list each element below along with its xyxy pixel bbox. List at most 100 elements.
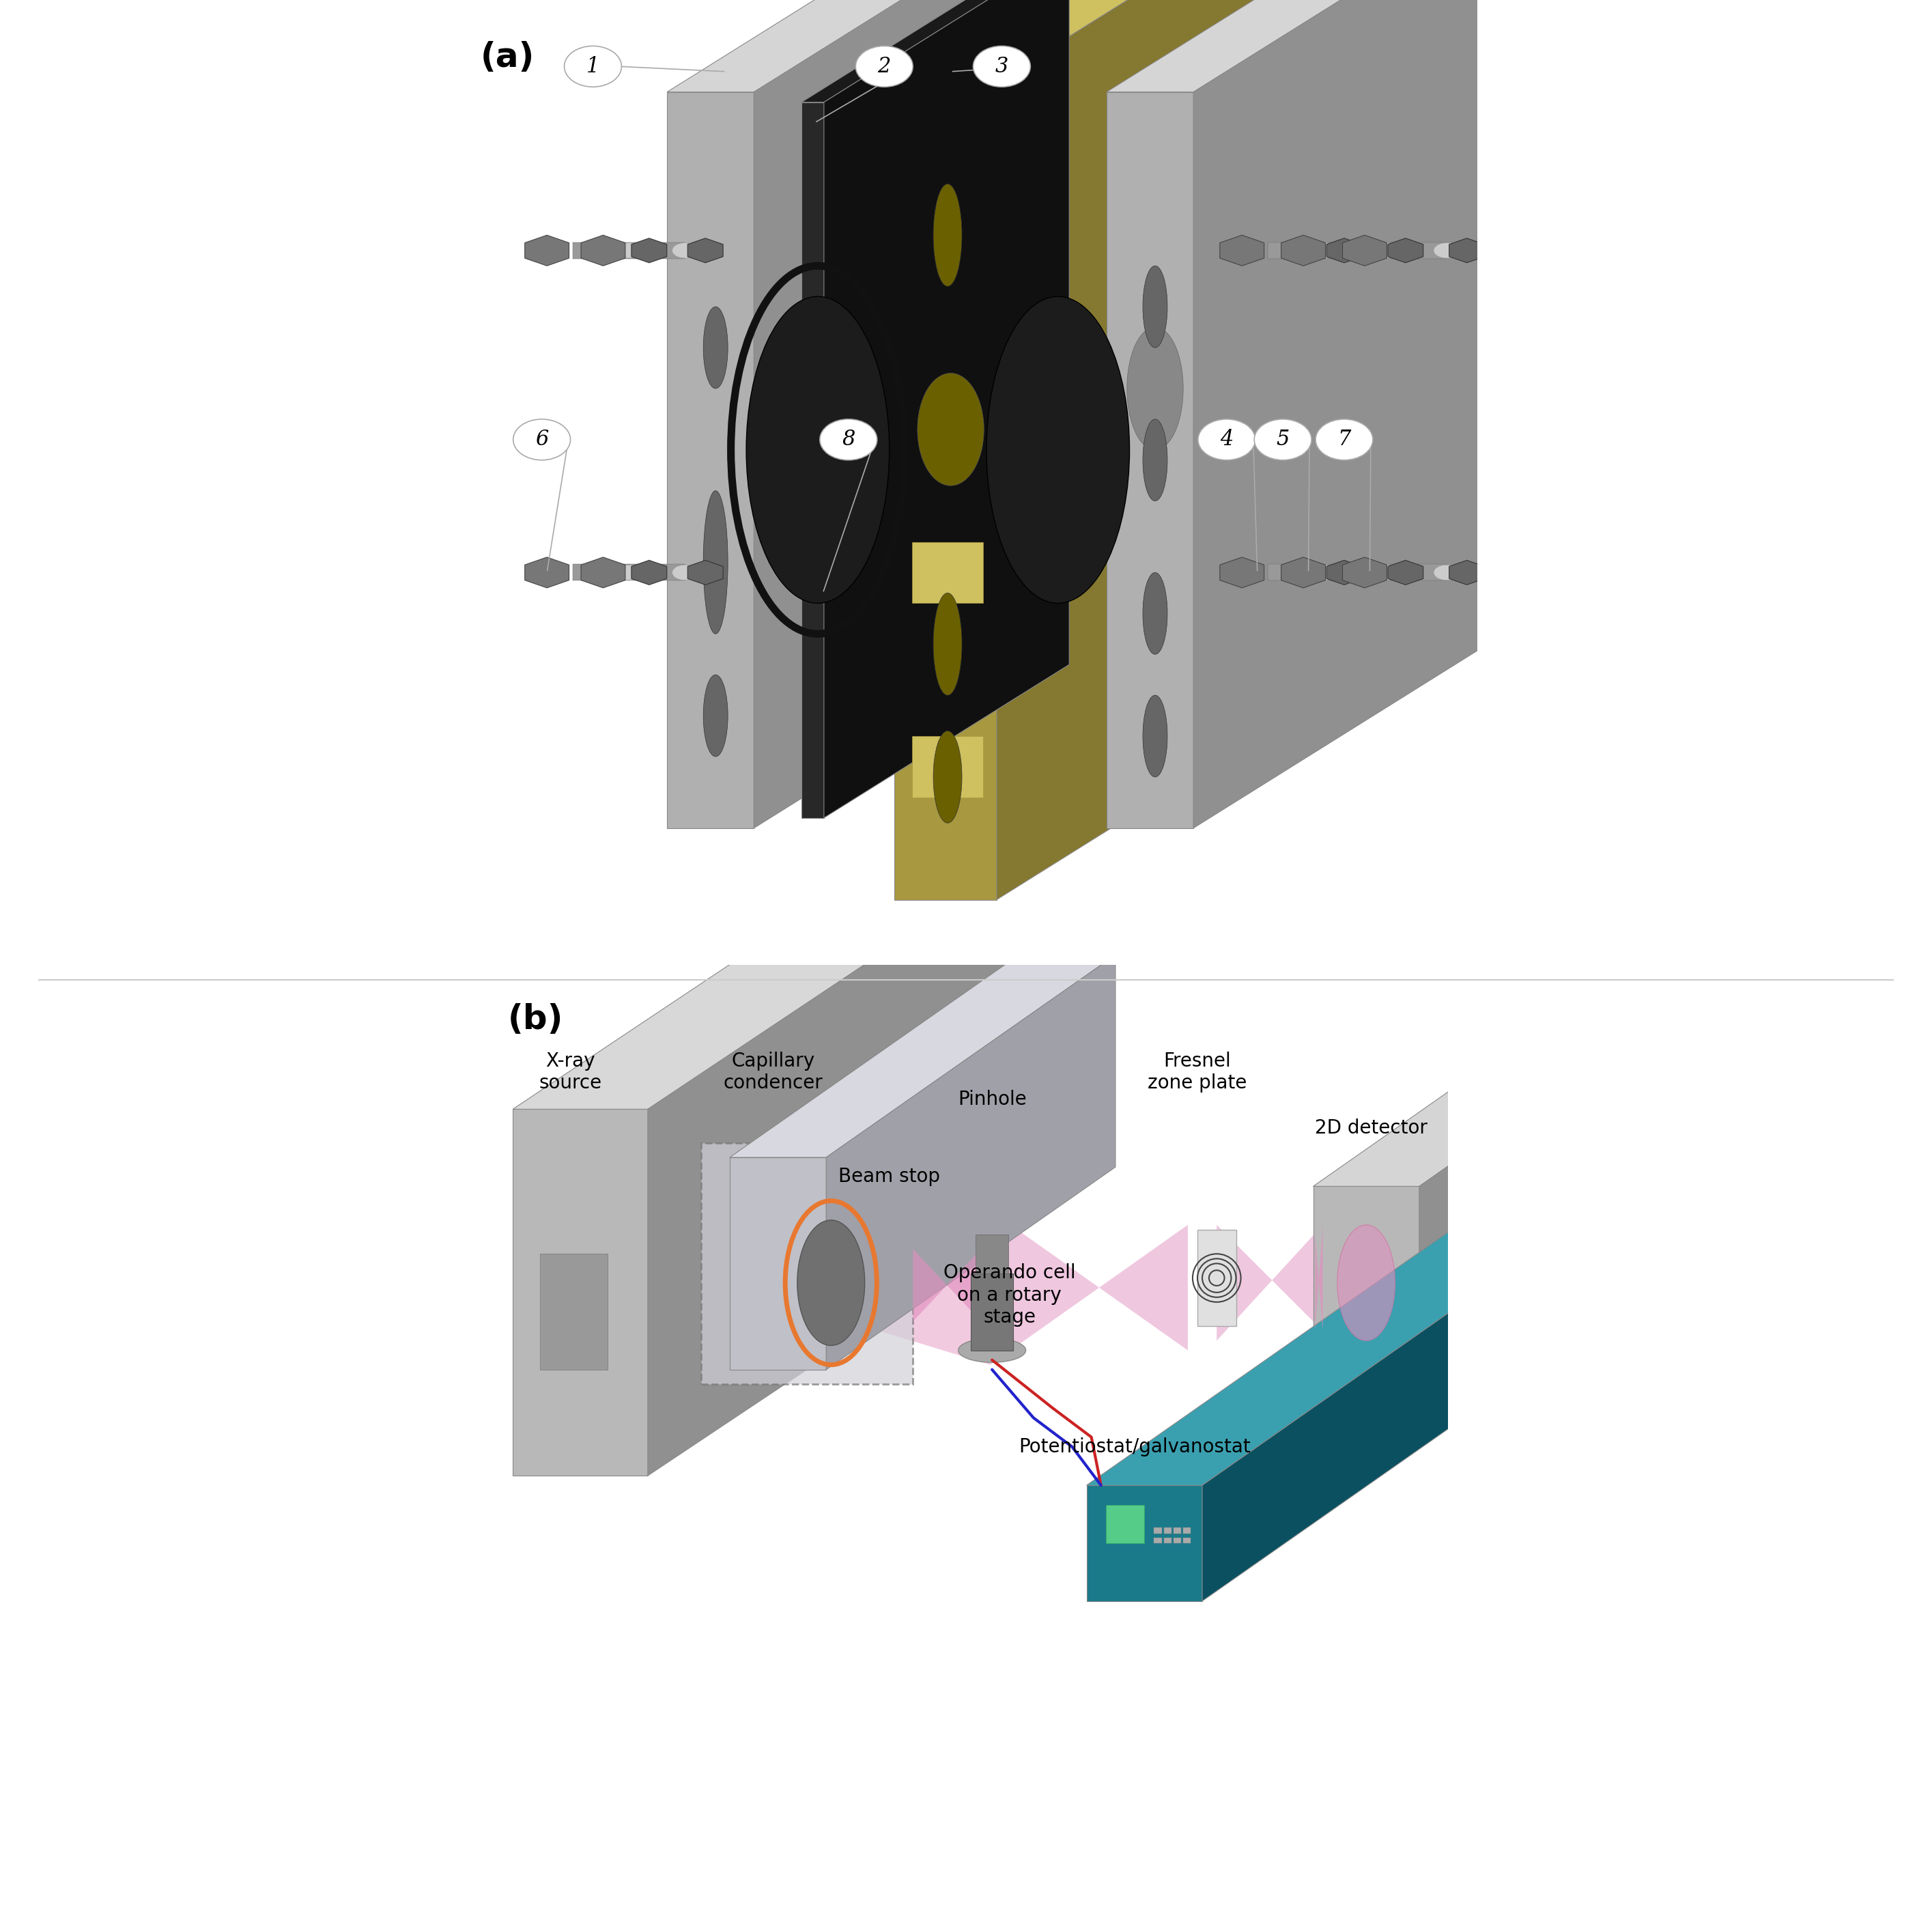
Bar: [1182, 1537, 1190, 1543]
Polygon shape: [526, 557, 570, 588]
Polygon shape: [997, 0, 1488, 899]
Bar: [912, 737, 983, 797]
Text: (b): (b): [508, 1003, 564, 1036]
Bar: [1153, 1537, 1161, 1543]
Polygon shape: [1343, 557, 1387, 588]
Text: X-ray
source: X-ray source: [539, 1051, 603, 1092]
Ellipse shape: [1144, 694, 1167, 777]
Text: Capillary
condencer: Capillary condencer: [723, 1051, 823, 1092]
Text: 5: 5: [1277, 428, 1289, 449]
Polygon shape: [895, 0, 1488, 81]
Polygon shape: [667, 0, 1408, 93]
Text: 7: 7: [1337, 428, 1350, 449]
Ellipse shape: [980, 1304, 1005, 1319]
Polygon shape: [647, 801, 1111, 1476]
Ellipse shape: [933, 731, 962, 824]
Ellipse shape: [1144, 419, 1167, 502]
Bar: [1391, 565, 1447, 581]
Ellipse shape: [819, 419, 877, 461]
Polygon shape: [526, 235, 570, 266]
Polygon shape: [688, 559, 723, 584]
Bar: [572, 565, 628, 581]
Polygon shape: [1219, 235, 1264, 266]
Ellipse shape: [1337, 1225, 1395, 1341]
Polygon shape: [512, 1109, 647, 1476]
Polygon shape: [730, 955, 1115, 1157]
Bar: [1198, 1231, 1236, 1327]
Text: 4: 4: [1219, 428, 1233, 449]
Bar: [628, 243, 686, 258]
Ellipse shape: [514, 419, 570, 461]
Text: 1: 1: [585, 56, 599, 77]
Bar: [1391, 243, 1447, 258]
Ellipse shape: [616, 565, 641, 581]
Polygon shape: [512, 801, 1111, 1109]
Bar: [539, 1254, 607, 1370]
Ellipse shape: [672, 565, 697, 581]
Polygon shape: [582, 557, 626, 588]
Ellipse shape: [1372, 565, 1399, 581]
Ellipse shape: [798, 1221, 866, 1346]
Ellipse shape: [703, 307, 728, 388]
Ellipse shape: [1312, 565, 1337, 581]
Ellipse shape: [918, 372, 983, 486]
Polygon shape: [1387, 237, 1424, 262]
Ellipse shape: [856, 46, 912, 87]
Bar: [1163, 1528, 1171, 1534]
Polygon shape: [1217, 1225, 1323, 1341]
Ellipse shape: [703, 675, 728, 756]
Ellipse shape: [974, 46, 1030, 87]
Bar: [1153, 1528, 1161, 1534]
Bar: [1329, 243, 1385, 258]
Bar: [1105, 1505, 1144, 1543]
Polygon shape: [582, 235, 626, 266]
Text: 6: 6: [535, 428, 549, 449]
Polygon shape: [1219, 557, 1264, 588]
Polygon shape: [730, 1157, 827, 1370]
Ellipse shape: [1198, 419, 1256, 461]
Polygon shape: [688, 237, 723, 262]
Polygon shape: [1086, 1215, 1588, 1485]
Text: 3: 3: [995, 56, 1009, 77]
Text: Potentiostat/galvanostat: Potentiostat/galvanostat: [1018, 1437, 1250, 1456]
Bar: [1267, 243, 1323, 258]
Polygon shape: [1314, 1186, 1420, 1379]
Polygon shape: [1194, 0, 1847, 828]
Ellipse shape: [933, 592, 962, 694]
Text: Beam stop: Beam stop: [838, 1167, 939, 1186]
Polygon shape: [632, 237, 667, 262]
Text: Fresnel
zone plate: Fresnel zone plate: [1148, 1051, 1246, 1092]
Polygon shape: [667, 93, 753, 828]
Ellipse shape: [1144, 573, 1167, 654]
Polygon shape: [1387, 559, 1424, 584]
Bar: [1173, 1528, 1180, 1534]
Text: Operando cell
on a rotary
stage: Operando cell on a rotary stage: [943, 1263, 1076, 1327]
Polygon shape: [1449, 237, 1484, 262]
Polygon shape: [989, 1211, 1188, 1366]
Ellipse shape: [746, 297, 889, 604]
Polygon shape: [1107, 0, 1847, 93]
Ellipse shape: [987, 297, 1130, 604]
Text: 2: 2: [877, 56, 891, 77]
Polygon shape: [1281, 235, 1325, 266]
Polygon shape: [1420, 849, 1901, 1379]
Bar: [976, 1235, 1009, 1273]
Ellipse shape: [1312, 243, 1337, 258]
Polygon shape: [1449, 559, 1484, 584]
Bar: [572, 243, 628, 258]
Bar: [912, 542, 983, 604]
Polygon shape: [1202, 1215, 1588, 1601]
Ellipse shape: [933, 183, 962, 285]
Polygon shape: [802, 0, 1068, 102]
Polygon shape: [1327, 237, 1362, 262]
Polygon shape: [895, 81, 997, 899]
Ellipse shape: [1372, 243, 1399, 258]
Ellipse shape: [1316, 419, 1374, 461]
Polygon shape: [1086, 1485, 1202, 1601]
Bar: [628, 565, 686, 581]
Ellipse shape: [1126, 328, 1182, 449]
Bar: [1163, 1537, 1171, 1543]
Bar: [701, 1142, 914, 1385]
Ellipse shape: [616, 243, 641, 258]
Ellipse shape: [1144, 266, 1167, 347]
